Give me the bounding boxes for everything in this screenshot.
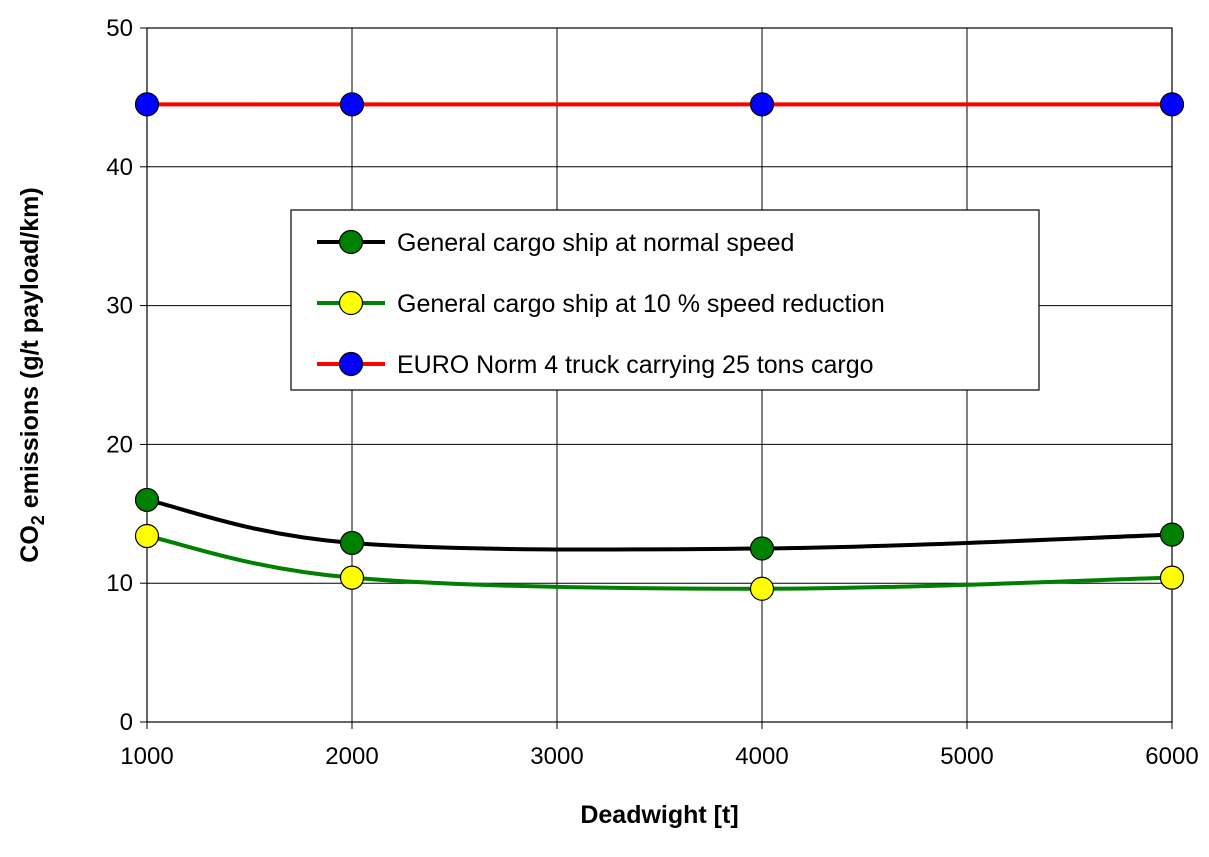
x-tick-label: 2000 xyxy=(325,743,378,770)
legend-marker-3 xyxy=(338,351,364,377)
data-point-series-3 xyxy=(134,92,160,117)
legend-label-3: EURO Norm 4 truck carrying 25 tons cargo xyxy=(397,351,874,379)
legend-marker-1 xyxy=(338,229,364,255)
data-point-series-1 xyxy=(339,530,365,556)
y-axis-title: CO2 emissions (g/t payload/km) xyxy=(16,187,48,562)
data-point-series-3 xyxy=(1159,92,1185,117)
data-point-series-3 xyxy=(749,92,775,117)
y-axis-title-subscript: 2 xyxy=(28,515,48,525)
x-tick-label: 6000 xyxy=(1145,743,1198,770)
x-tick-label: 1000 xyxy=(120,743,173,770)
series-line-2 xyxy=(145,534,1174,591)
x-axis-title: Deadwight [t] xyxy=(580,801,738,829)
legend-box xyxy=(290,209,1040,391)
y-tick-label: 40 xyxy=(106,154,133,181)
data-point-series-2 xyxy=(749,576,775,601)
data-point-series-2 xyxy=(339,565,365,590)
x-tick-label: 3000 xyxy=(530,743,583,770)
legend-label-1: General cargo ship at normal speed xyxy=(397,229,794,257)
legend-marker-2 xyxy=(338,290,364,316)
y-tick-label: 50 xyxy=(106,15,133,42)
y-tick-label: 20 xyxy=(106,431,133,458)
legend-label-2: General cargo ship at 10 % speed reducti… xyxy=(397,290,885,318)
series-layer xyxy=(134,92,1185,601)
data-point-series-2 xyxy=(134,523,160,549)
data-point-series-2 xyxy=(1159,565,1185,590)
y-axis-title-prefix: CO xyxy=(16,525,44,563)
data-point-series-3 xyxy=(339,92,365,117)
data-point-series-1 xyxy=(749,536,775,561)
y-axis-title-suffix: emissions (g/t payload/km) xyxy=(16,187,44,515)
y-tick-label: 10 xyxy=(106,570,133,597)
data-point-series-1 xyxy=(134,487,160,513)
legend: General cargo ship at normal speed Genera… xyxy=(290,209,1040,391)
data-point-series-1 xyxy=(1159,522,1185,547)
x-tick-label: 5000 xyxy=(940,743,993,770)
axis-layer: 1000 2000 3000 4000 5000 6000 0 10 20 30 40 50 xyxy=(106,15,1198,770)
y-tick-label: 30 xyxy=(106,293,133,320)
x-tick-label: 4000 xyxy=(735,743,788,770)
y-tick-label: 0 xyxy=(120,709,133,736)
series-line-1 xyxy=(145,497,1174,552)
